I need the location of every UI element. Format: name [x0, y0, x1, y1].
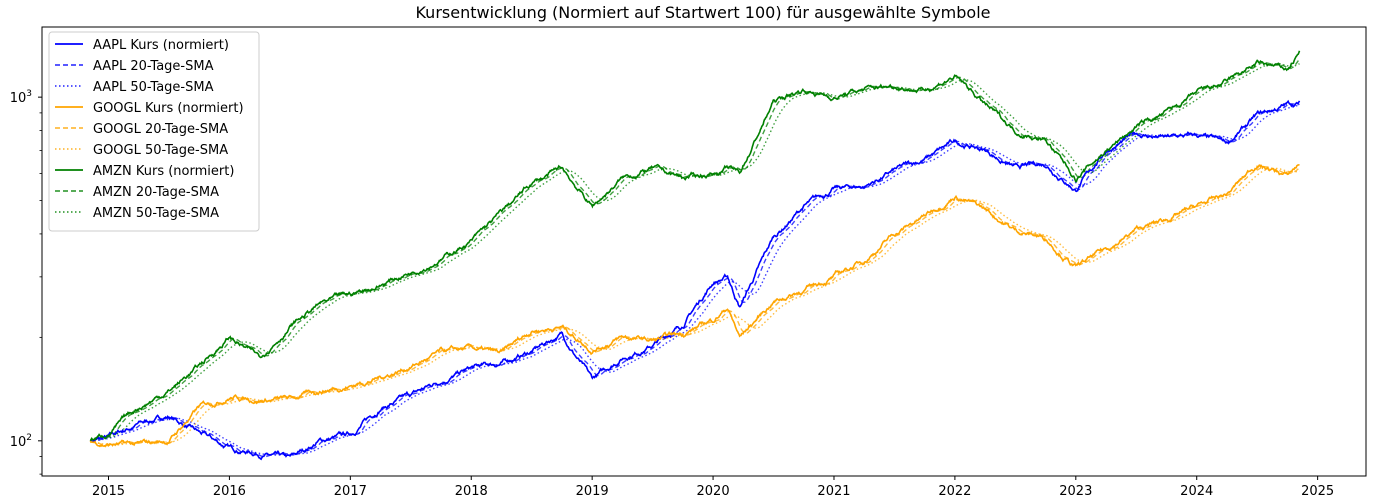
- x-tick-label: 2024: [1180, 484, 1213, 499]
- series-line-aapl-price: [90, 99, 1301, 461]
- legend-label: GOOGL 50-Tage-SMA: [93, 143, 228, 158]
- legend-label: GOOGL 20-Tage-SMA: [93, 122, 228, 137]
- series-line-amzn-sma20: [89, 58, 1301, 442]
- series-line-amzn-sma50: [89, 63, 1300, 442]
- x-tick-label: 2015: [92, 484, 125, 499]
- legend-label: AAPL 50-Tage-SMA: [93, 80, 214, 95]
- plot-series: [89, 50, 1301, 461]
- legend-box: [48, 31, 260, 232]
- x-tick-label: 2017: [334, 484, 367, 499]
- series-line-aapl-sma50: [90, 104, 1300, 456]
- x-tick-label: 2018: [455, 484, 488, 499]
- legend-label: AAPL Kurs (normiert): [93, 38, 229, 53]
- legend-label: AMZN Kurs (normiert): [93, 164, 234, 179]
- x-tick-label: 2023: [1059, 484, 1092, 499]
- series-line-amzn-price: [89, 50, 1301, 442]
- y-tick-label: 103: [10, 89, 32, 106]
- legend-label: AMZN 20-Tage-SMA: [93, 185, 219, 200]
- series-line-googl-sma50: [89, 167, 1300, 446]
- x-tick-label: 2025: [1301, 484, 1334, 499]
- y-tick-label: 102: [10, 433, 32, 450]
- x-tick-label: 2016: [213, 484, 246, 499]
- x-tick-label: 2022: [938, 484, 971, 499]
- legend-label: AMZN 50-Tage-SMA: [93, 206, 219, 221]
- x-tick-label: 2019: [576, 484, 609, 499]
- legend-label: AAPL 20-Tage-SMA: [93, 59, 214, 74]
- series-line-aapl-sma20: [90, 103, 1300, 458]
- x-tick-label: 2020: [697, 484, 730, 499]
- legend-label: GOOGL Kurs (normiert): [93, 101, 244, 116]
- axes: 2015 2016 2017 2018 2019 2020 2021 2022 2023 2024…: [10, 89, 1334, 499]
- legend: AAPL Kurs (normiert) AAPL 20-Tage-SMA AAPL…: [48, 31, 260, 232]
- chart-title: Kursentwicklung (Normiert auf Startwert …: [415, 3, 990, 22]
- x-tick-label: 2021: [817, 484, 850, 499]
- plot-frame: [41, 26, 1367, 477]
- series-line-googl-price: [89, 164, 1300, 448]
